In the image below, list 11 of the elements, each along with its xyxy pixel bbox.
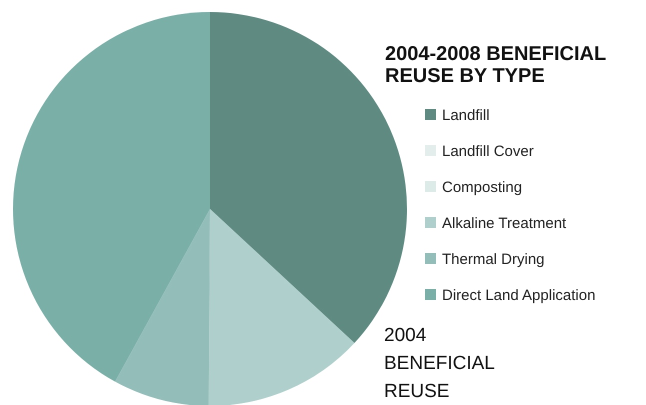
pie-slice <box>208 209 354 405</box>
legend-label: Thermal Drying <box>442 251 545 268</box>
legend-label: Landfill <box>442 107 490 124</box>
legend-label: Alkaline Treatment <box>442 215 568 232</box>
text: 2004 BENEFICIAL REUSE <box>384 325 495 402</box>
pie-slice <box>115 209 210 405</box>
legend-label: Composting <box>442 179 522 196</box>
pie-slice <box>13 12 210 382</box>
legend-label: Direct Land Application <box>442 287 596 304</box>
legend-label: Landfill Cover <box>442 143 534 160</box>
text: 2004-2008 BENEFICIAL REUSE BY TYPE <box>385 43 606 87</box>
